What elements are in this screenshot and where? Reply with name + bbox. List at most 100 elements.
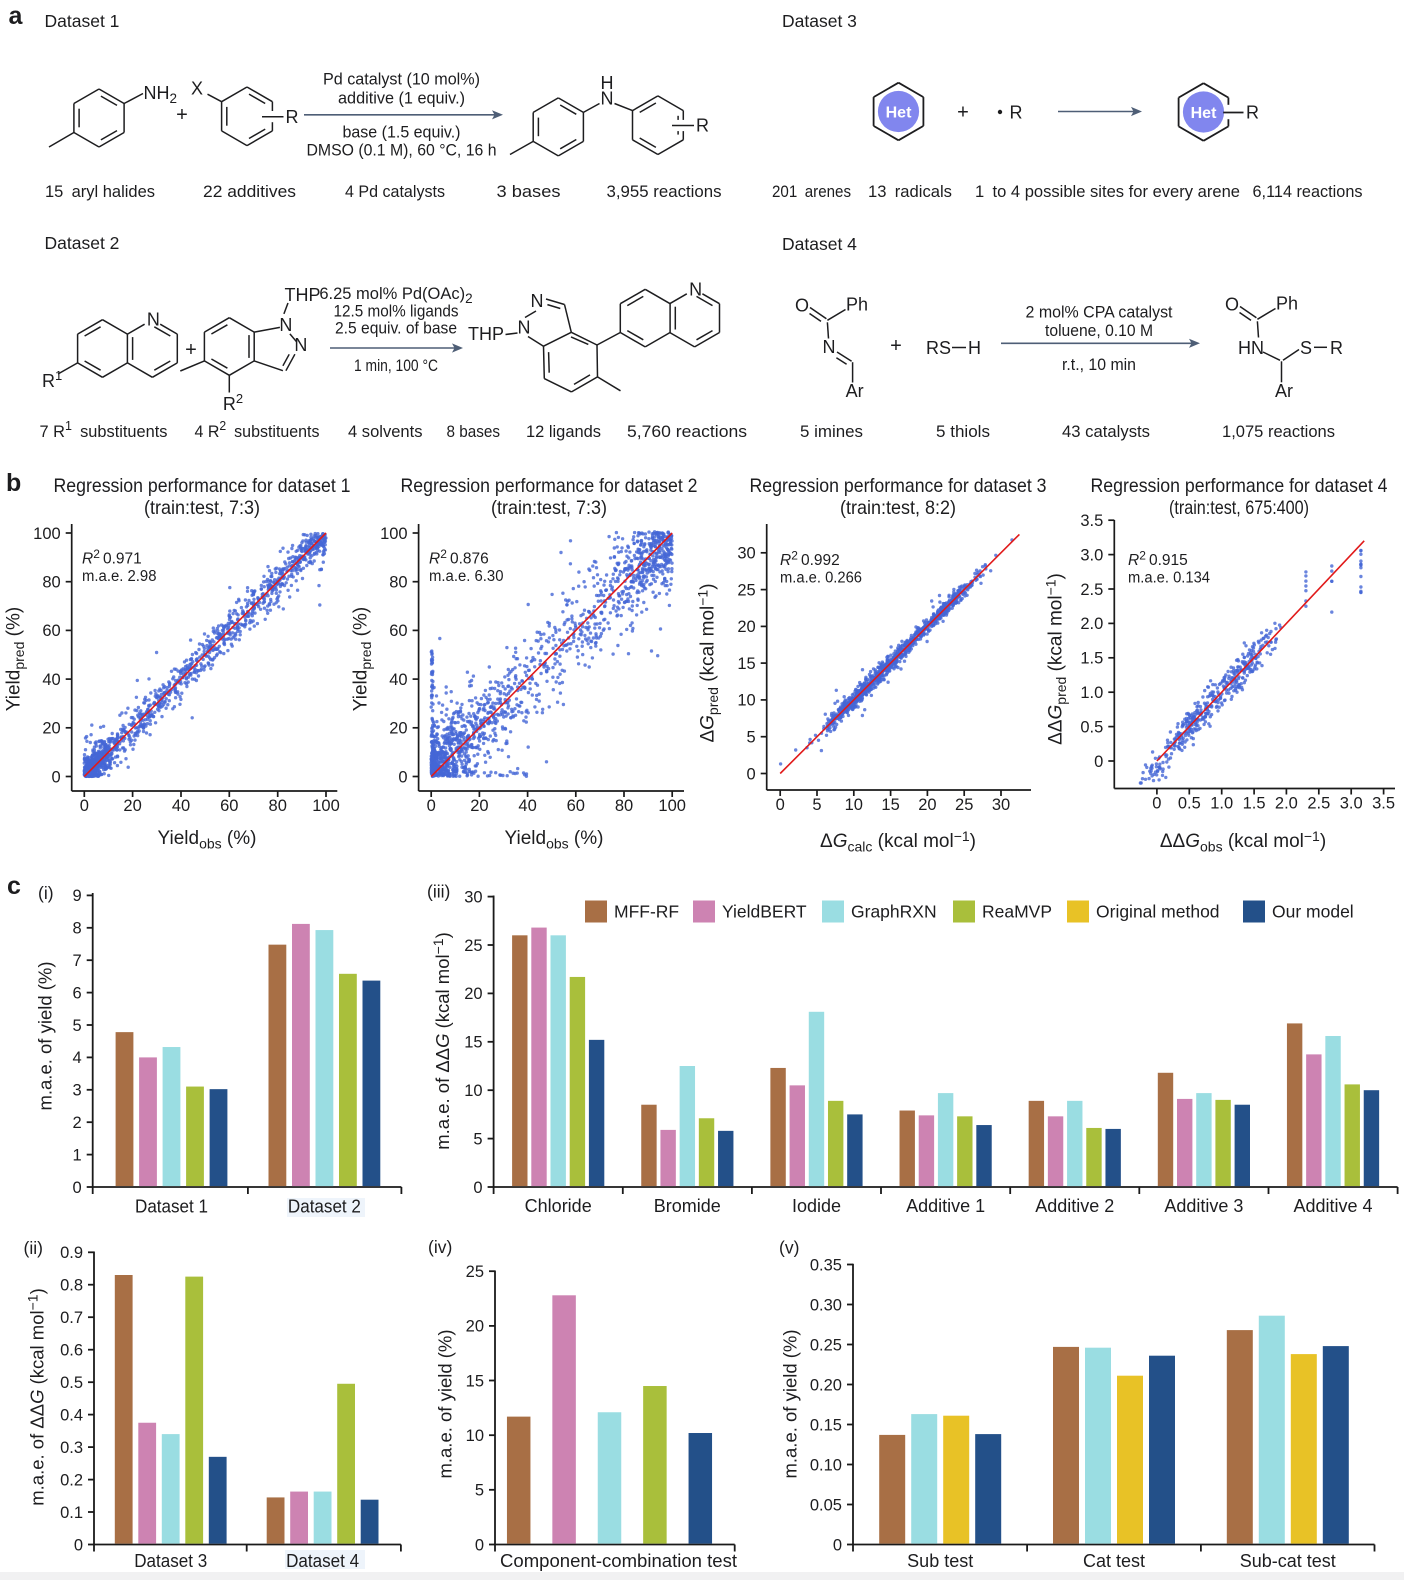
svg-text:Component-combination test: Component-combination test	[500, 1551, 737, 1571]
svg-text:0: 0	[74, 1536, 83, 1554]
svg-text:1.5: 1.5	[1243, 795, 1266, 813]
svg-text:8: 8	[73, 920, 82, 938]
svg-text:Additive 4: Additive 4	[1293, 1196, 1372, 1216]
svg-text:2.5 equiv. of base: 2.5 equiv. of base	[335, 319, 457, 338]
svg-text:100: 100	[658, 797, 686, 815]
svg-text:2.0: 2.0	[1275, 795, 1298, 813]
svg-text:H: H	[601, 73, 614, 93]
svg-text:30: 30	[737, 545, 755, 563]
svg-text:20: 20	[389, 720, 407, 738]
svg-text:Ph: Ph	[1276, 294, 1298, 314]
svg-text:Regression performance for dat: Regression performance for dataset 2	[401, 475, 698, 497]
svg-text:base (1.5 equiv.): base (1.5 equiv.)	[343, 123, 461, 142]
svg-text:0.7: 0.7	[60, 1309, 83, 1327]
svg-text:DMSO (0.1 M), 60 °C, 16 h: DMSO (0.1 M), 60 °C, 16 h	[307, 141, 497, 160]
svg-text:R2: R2	[223, 391, 243, 414]
svg-text:0.3: 0.3	[60, 1439, 83, 1457]
svg-text:0.8: 0.8	[60, 1277, 83, 1295]
svg-text:5,760 reactions: 5,760 reactions	[627, 422, 747, 441]
svg-text:20: 20	[918, 796, 936, 814]
svg-text:Dataset 2: Dataset 2	[288, 1197, 361, 1217]
svg-text:15: 15	[466, 1372, 484, 1390]
svg-text:Dataset 4: Dataset 4	[782, 234, 857, 254]
svg-text:MFF-RF: MFF-RF	[614, 902, 679, 922]
svg-text:0: 0	[52, 768, 61, 786]
svg-text:N: N	[147, 310, 160, 330]
svg-text:0.5: 0.5	[60, 1374, 83, 1392]
svg-text:6: 6	[73, 984, 82, 1002]
svg-text:2 mol% CPA catalyst: 2 mol% CPA catalyst	[1026, 303, 1173, 322]
svg-text:60: 60	[42, 622, 60, 640]
svg-text:m.a.e. 6.30: m.a.e. 6.30	[429, 568, 504, 585]
svg-text:2: 2	[73, 1114, 82, 1132]
svg-text:N: N	[518, 318, 531, 338]
svg-text:THP: THP	[468, 324, 504, 344]
svg-text:40: 40	[172, 797, 190, 815]
svg-text:60: 60	[220, 797, 238, 815]
svg-text:(train:test, 675:400): (train:test, 675:400)	[1169, 497, 1309, 519]
svg-text:Ar: Ar	[846, 381, 864, 401]
svg-text:R1: R1	[42, 368, 62, 391]
svg-text:15: 15	[737, 655, 755, 673]
svg-text:8 bases: 8 bases	[447, 422, 501, 441]
svg-text:(train:test, 7:3): (train:test, 7:3)	[491, 497, 607, 519]
svg-text:201 arenes: 201 arenes	[772, 182, 851, 201]
svg-text:N: N	[294, 335, 307, 355]
svg-text:+: +	[185, 339, 197, 361]
svg-text:ReaMVP: ReaMVP	[982, 902, 1052, 922]
svg-text:c: c	[7, 872, 21, 900]
svg-text:43 catalysts: 43 catalysts	[1062, 422, 1150, 441]
svg-text:60: 60	[567, 797, 585, 815]
svg-text:Yieldobs (%): Yieldobs (%)	[505, 828, 604, 852]
svg-text:3: 3	[73, 1082, 82, 1100]
svg-text:2.5: 2.5	[1307, 795, 1330, 813]
svg-text:3.0: 3.0	[1080, 546, 1103, 564]
svg-text:10: 10	[845, 796, 863, 814]
svg-text:a: a	[9, 2, 24, 30]
svg-text:3.5: 3.5	[1372, 795, 1395, 813]
svg-text:GraphRXN: GraphRXN	[851, 902, 937, 922]
svg-text:O: O	[795, 296, 809, 316]
svg-text:Dataset 2: Dataset 2	[45, 233, 120, 253]
svg-text:HN: HN	[1238, 338, 1264, 358]
svg-text:2.5: 2.5	[1080, 581, 1103, 599]
svg-text:(train:test, 8:2): (train:test, 8:2)	[840, 497, 956, 519]
svg-text:4 Pd catalysts: 4 Pd catalysts	[345, 182, 445, 201]
svg-text:NH2: NH2	[144, 83, 178, 106]
svg-text:0.9: 0.9	[60, 1244, 83, 1262]
svg-text:Additive 2: Additive 2	[1035, 1196, 1114, 1216]
svg-text:R: R	[1330, 338, 1343, 358]
svg-text:N: N	[531, 291, 544, 311]
svg-text:(train:test, 7:3): (train:test, 7:3)	[144, 497, 260, 519]
svg-text:RS: RS	[926, 338, 951, 358]
svg-text:Additive 1: Additive 1	[906, 1196, 985, 1216]
svg-text:R2 0.915: R2 0.915	[1128, 549, 1188, 570]
svg-text:O: O	[1225, 295, 1239, 315]
svg-text:4: 4	[73, 1049, 82, 1067]
svg-text:Ar: Ar	[1275, 381, 1293, 401]
svg-text:12.5 mol% ligands: 12.5 mol% ligands	[334, 302, 459, 321]
svg-text:6,114 reactions: 6,114 reactions	[1253, 182, 1363, 201]
svg-text:(ii): (ii)	[24, 1238, 43, 1258]
svg-text:3 bases: 3 bases	[497, 182, 561, 201]
svg-text:100: 100	[33, 525, 61, 543]
svg-text:0: 0	[473, 1179, 482, 1197]
svg-text:Original method: Original method	[1096, 902, 1220, 922]
svg-text:(iv): (iv)	[428, 1237, 452, 1257]
svg-text:80: 80	[389, 574, 407, 592]
svg-text:12 ligands: 12 ligands	[526, 422, 601, 441]
svg-text:0: 0	[1152, 795, 1161, 813]
svg-text:30: 30	[464, 888, 482, 906]
svg-text:80: 80	[269, 797, 287, 815]
svg-text:22 additives: 22 additives	[203, 182, 296, 201]
svg-text:25: 25	[955, 796, 973, 814]
svg-text:(i): (i)	[38, 883, 54, 903]
svg-text:60: 60	[389, 622, 407, 640]
svg-text:Dataset 4: Dataset 4	[286, 1551, 359, 1571]
svg-text:0.4: 0.4	[60, 1406, 83, 1424]
svg-text:N: N	[823, 337, 836, 357]
svg-text:ΔΔGpred (kcal mol−1): ΔΔGpred (kcal mol−1)	[1043, 573, 1070, 745]
svg-text:3.0: 3.0	[1340, 795, 1363, 813]
svg-text:m.a.e. of yield (%): m.a.e. of yield (%)	[35, 961, 56, 1110]
svg-text:Dataset 1: Dataset 1	[45, 11, 120, 31]
